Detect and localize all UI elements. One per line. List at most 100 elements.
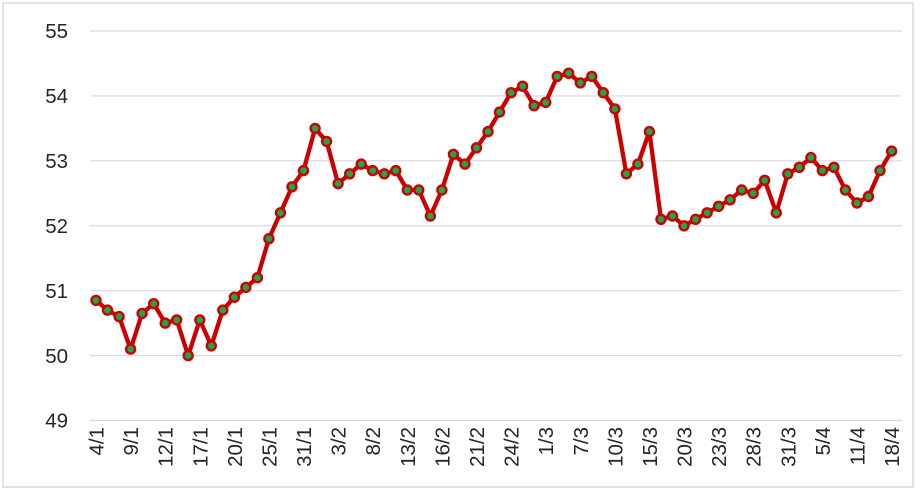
data-point-marker (401, 184, 413, 196)
x-tick-label: 11/4 (846, 427, 869, 465)
x-tick-label: 17/1 (189, 427, 212, 467)
y-tick-label: 49 (45, 410, 68, 433)
data-point-marker (459, 158, 471, 170)
chart-frame (2, 2, 914, 488)
data-point-marker (424, 210, 437, 222)
data-point-marker (805, 151, 817, 164)
data-point-marker (159, 317, 171, 329)
data-point-marker (586, 70, 598, 83)
data-point-marker (516, 80, 529, 92)
data-point-marker (770, 207, 782, 219)
x-tick-label: 15/3 (639, 427, 662, 467)
y-tick-label: 51 (45, 280, 68, 303)
data-point-marker (344, 168, 356, 180)
x-tick-label: 9/1 (120, 427, 143, 456)
x-tick-label: 20/3 (674, 427, 697, 467)
data-point-marker (655, 213, 667, 226)
data-point-marker (862, 190, 875, 203)
data-point-marker (609, 103, 621, 115)
data-point-marker (113, 310, 125, 323)
data-point-marker (240, 281, 252, 294)
data-point-marker (320, 135, 333, 148)
y-tick-label: 50 (45, 345, 68, 368)
data-point-marker (816, 164, 829, 177)
x-tick-label: 31/3 (777, 427, 800, 467)
data-point-marker (540, 96, 552, 109)
data-point-marker (689, 213, 702, 226)
data-point-marker (724, 194, 736, 206)
y-tick-label: 53 (45, 150, 68, 173)
data-point-marker (332, 177, 344, 190)
data-point-marker (367, 164, 379, 177)
data-point-marker (124, 343, 137, 355)
data-point-marker (90, 294, 102, 307)
data-point-marker (205, 340, 218, 352)
data-point-marker (839, 184, 852, 196)
data-point-marker (355, 158, 367, 170)
data-point-marker (147, 298, 160, 310)
data-point-marker (782, 168, 794, 180)
data-point-marker (101, 304, 114, 316)
data-point-marker (828, 161, 840, 174)
data-point-marker (759, 174, 771, 187)
data-point-marker (493, 106, 506, 118)
data-point-marker (632, 158, 644, 170)
y-tick-label: 54 (45, 85, 68, 108)
x-tick-label: 5/4 (812, 427, 835, 456)
data-point-marker (874, 164, 886, 177)
x-tick-label: 31/1 (293, 427, 316, 467)
data-point-marker (470, 142, 483, 154)
data-point-marker (309, 122, 321, 135)
data-point-marker (597, 86, 609, 99)
data-point-marker (170, 314, 183, 326)
data-point-marker (643, 125, 656, 138)
x-tick-label: 13/2 (397, 427, 420, 467)
data-point-marker (666, 210, 679, 222)
x-tick-label: 3/2 (328, 427, 351, 456)
data-point-marker (505, 86, 517, 99)
x-tick-label: 23/3 (708, 427, 731, 467)
data-point-marker (736, 184, 748, 196)
data-point-marker (528, 99, 540, 112)
data-point-marker (251, 272, 264, 284)
data-point-marker (793, 161, 805, 174)
x-tick-label: 24/2 (501, 427, 524, 467)
x-tick-label: 4/1 (86, 427, 109, 456)
series-line (93, 71, 894, 358)
x-tick-label: 16/2 (431, 427, 454, 467)
x-tick-label: 10/3 (604, 427, 627, 467)
x-tick-label: 20/1 (224, 427, 247, 467)
data-point-marker (194, 314, 206, 326)
y-tick-label: 55 (45, 20, 68, 43)
data-point-marker (217, 304, 229, 316)
data-point-marker (286, 181, 298, 193)
data-point-marker (712, 200, 725, 213)
x-tick-label: 21/2 (466, 427, 489, 467)
data-point-marker (263, 232, 275, 245)
data-point-marker (413, 184, 425, 196)
data-point-marker (297, 164, 310, 177)
data-point-marker (482, 125, 494, 138)
data-point-marker (851, 197, 863, 209)
data-point-marker (747, 187, 759, 200)
x-tick-label: 8/2 (362, 427, 385, 456)
data-point-marker (551, 70, 563, 83)
data-point-marker (885, 145, 898, 157)
x-tick-label: 25/1 (258, 427, 281, 467)
data-point-marker (378, 168, 390, 180)
data-point-marker (274, 207, 287, 219)
data-point-marker (701, 207, 713, 219)
x-tick-label: 1/3 (535, 427, 558, 456)
data-point-marker (228, 291, 241, 303)
x-tick-label: 18/4 (881, 427, 904, 467)
data-point-marker (563, 67, 575, 79)
data-point-marker (136, 307, 148, 320)
data-point-marker (182, 349, 194, 362)
data-point-marker (620, 168, 633, 180)
data-point-marker (678, 220, 690, 232)
data-point-marker (574, 77, 586, 89)
data-point-marker (436, 184, 448, 196)
